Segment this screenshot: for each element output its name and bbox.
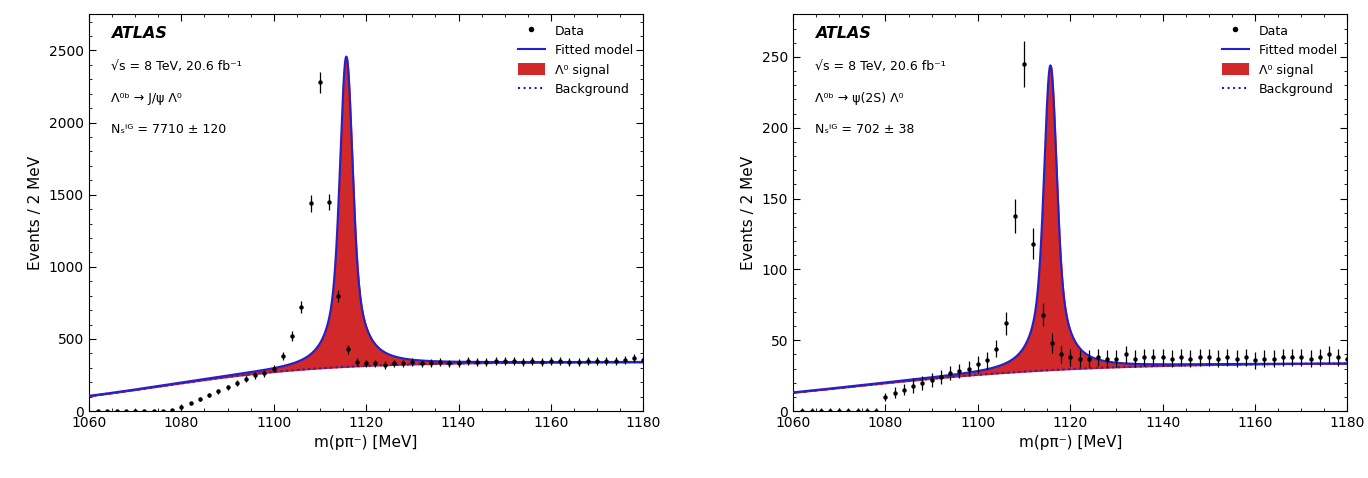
Text: Nₛᴵᴳ = 7710 ± 120: Nₛᴵᴳ = 7710 ± 120 — [111, 123, 226, 136]
Text: ATLAS: ATLAS — [111, 26, 167, 41]
Text: √s = 8 TeV, 20.6 fb⁻¹: √s = 8 TeV, 20.6 fb⁻¹ — [815, 60, 947, 73]
Text: ATLAS: ATLAS — [815, 26, 871, 41]
Text: √s = 8 TeV, 20.6 fb⁻¹: √s = 8 TeV, 20.6 fb⁻¹ — [111, 60, 242, 73]
Text: Nₛᴵᴳ = 702 ± 38: Nₛᴵᴳ = 702 ± 38 — [815, 123, 915, 136]
X-axis label: m(pπ⁻) [MeV]: m(pπ⁻) [MeV] — [1019, 435, 1122, 450]
Text: Λ⁰ᵇ → ψ(2S) Λ⁰: Λ⁰ᵇ → ψ(2S) Λ⁰ — [815, 92, 904, 105]
Text: Λ⁰ᵇ → J/ψ Λ⁰: Λ⁰ᵇ → J/ψ Λ⁰ — [111, 92, 182, 105]
X-axis label: m(pπ⁻) [MeV]: m(pπ⁻) [MeV] — [315, 435, 417, 450]
Legend: Data, Fitted model, Λ⁰ signal, Background: Data, Fitted model, Λ⁰ signal, Backgroun… — [513, 19, 639, 101]
Legend: Data, Fitted model, Λ⁰ signal, Background: Data, Fitted model, Λ⁰ signal, Backgroun… — [1216, 19, 1342, 101]
Y-axis label: Events / 2 MeV: Events / 2 MeV — [741, 156, 757, 270]
Y-axis label: Events / 2 MeV: Events / 2 MeV — [29, 156, 44, 270]
